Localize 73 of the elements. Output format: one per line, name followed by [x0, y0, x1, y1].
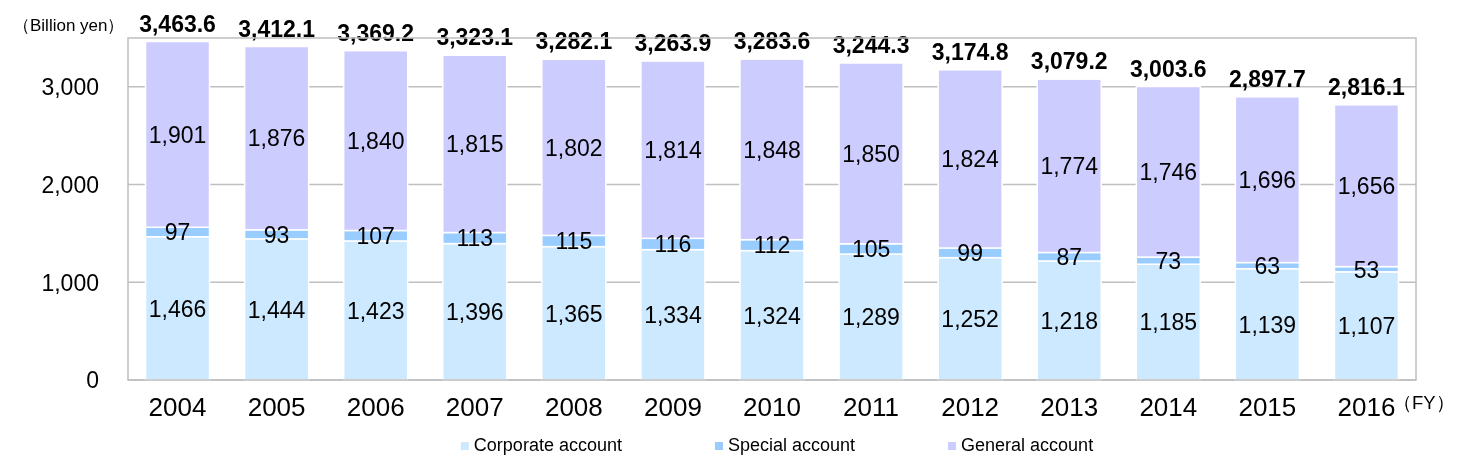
x-tick-label: 2015	[1238, 392, 1297, 422]
data-label: 1,396	[445, 299, 504, 326]
data-label: 115	[555, 228, 593, 255]
data-label: 1,324	[743, 302, 801, 329]
annotation: 3,174.8	[931, 38, 1009, 65]
x-tick-label: 2004	[148, 392, 207, 422]
annotation: 3,283.6	[733, 28, 811, 55]
data-label: 1,696	[1238, 166, 1297, 193]
data-label: 73	[1155, 247, 1182, 274]
data-label: 105	[851, 236, 891, 263]
x-tick-label: 2009	[644, 392, 702, 422]
data-label: 1,423	[346, 297, 405, 324]
data-label: 99	[957, 240, 983, 267]
annotation: 3,323.1	[436, 24, 514, 51]
annotation: 3,369.2	[337, 19, 415, 46]
legend-label: General account	[961, 435, 1094, 455]
data-label: 1,139	[1238, 311, 1297, 338]
data-label: 1,901	[148, 121, 207, 148]
data-label: 116	[654, 231, 692, 258]
data-label: 1,850	[842, 140, 900, 167]
y-tick-label: 0	[86, 367, 99, 394]
data-label: 112	[753, 232, 791, 259]
data-label: 1,815	[445, 131, 504, 158]
annotation: 3,003.6	[1129, 55, 1207, 82]
x-tick-label: 2011	[843, 392, 900, 422]
data-label: 97	[164, 219, 191, 246]
x-tick-label: 2008	[544, 392, 603, 422]
data-label: 1,107	[1337, 313, 1396, 340]
data-label: 63	[1254, 252, 1281, 279]
annotation: 3,463.6	[139, 10, 216, 37]
x-tick-label: 2016	[1337, 392, 1396, 422]
x-tick-label: 2010	[743, 392, 801, 422]
x-tick-label: 2012	[941, 392, 1000, 422]
y-tick-label: 3,000	[41, 74, 99, 101]
annotation: 3,412.1	[238, 15, 316, 42]
x-tick-label: 2013	[1040, 392, 1099, 422]
data-label: 1,289	[842, 304, 900, 331]
x-tick-label: 2006	[346, 392, 405, 422]
data-label: 87	[1056, 244, 1083, 271]
data-label: 1,218	[1040, 307, 1099, 334]
data-label: 1,824	[941, 146, 1000, 173]
x-tick-label: 2014	[1139, 392, 1198, 422]
y-axis-title: （Billion yen）	[13, 16, 125, 35]
legend-label: Corporate account	[473, 435, 622, 455]
data-label: 53	[1353, 256, 1380, 283]
data-label: 93	[263, 221, 290, 248]
legend-label: Special account	[727, 435, 856, 455]
annotation: 3,244.3	[832, 31, 910, 58]
x-tick-label: 2005	[247, 392, 306, 422]
data-label: 1,876	[247, 125, 306, 152]
data-label: 1,814	[644, 136, 702, 163]
annotation: 2,816.1	[1328, 73, 1406, 100]
data-label: 1,848	[743, 136, 801, 163]
data-label: 1,466	[148, 295, 207, 322]
x-tick-label: 2007	[445, 392, 504, 422]
data-label: 1,746	[1139, 159, 1198, 186]
data-label: 1,774	[1040, 153, 1099, 180]
data-label: 1,802	[545, 134, 603, 161]
y-tick-label: 1,000	[41, 269, 99, 296]
data-label: 1,252	[941, 306, 999, 333]
annotation: 3,263.9	[634, 30, 712, 57]
data-label: 1,334	[644, 302, 702, 329]
data-label: 1,840	[346, 127, 405, 154]
data-label: 1,185	[1139, 309, 1198, 336]
annotation: 2,897.7	[1229, 65, 1306, 92]
data-label: 113	[456, 225, 494, 252]
data-label: 1,365	[545, 300, 603, 327]
data-label: 1,656	[1337, 173, 1396, 200]
annotation: 3,282.1	[535, 28, 613, 55]
annotation: 3,079.2	[1030, 48, 1108, 75]
data-label: 1,444	[247, 296, 306, 323]
data-label: 107	[356, 223, 395, 249]
y-tick-label: 2,000	[41, 171, 99, 198]
